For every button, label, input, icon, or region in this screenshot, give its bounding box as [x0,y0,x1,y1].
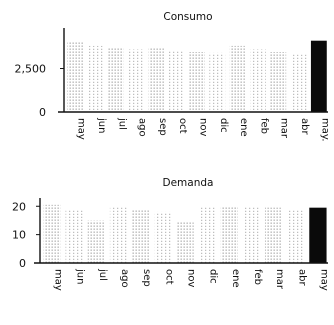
bar-consumo-5 [168,51,185,112]
bar-demanda-9 [242,206,261,263]
bar-consumo-0 [67,42,84,112]
bar-demanda-8 [220,206,238,263]
bar-consumo-4 [148,48,165,112]
x-tick-label-demanda-0: may [53,269,64,291]
chart-title-demanda: Demanda [163,177,214,189]
x-tick-label-consumo-6: nov [198,118,209,136]
bar-demanda-10 [264,207,283,263]
x-tick-label-demanda-2: jul [97,268,108,281]
x-tick-label-demanda-10: mar [274,269,285,290]
y-tick-label-consumo-1: 2,500 [15,63,47,76]
x-tick-label-demanda-12: may [318,269,329,291]
bar-consumo-6 [189,52,205,112]
bar-demanda-5 [154,211,172,263]
bar-demanda-3 [109,206,128,263]
bar-demanda-0 [43,204,61,263]
x-tick-label-consumo-7: dic [218,118,229,133]
y-tick-label-consumo-0: 0 [39,106,46,119]
bar-demanda-1 [65,209,83,263]
bar-consumo-3 [128,49,144,112]
bar-demanda-7 [198,206,216,263]
x-tick-label-consumo-3: ago [137,118,148,137]
x-tick-label-consumo-12: may. [319,118,330,142]
x-tick-label-consumo-10: mar [279,118,290,139]
bar-consumo-2 [107,47,124,112]
bar-consumo-10 [270,52,287,112]
x-tick-label-consumo-1: jun [96,117,107,133]
bar-demanda-11 [287,210,305,263]
x-tick-label-consumo-4: sep [157,118,168,136]
bar-consumo-8 [229,45,246,112]
x-tick-label-consumo-5: oct [177,118,188,134]
x-tick-label-consumo-11: abr [299,118,310,135]
chart-consumo: Consumo 0 2,500 may jun jul ago sep oct nov dic en… [15,11,331,142]
y-tick-label-demanda-2: 20 [12,200,26,213]
x-tick-label-demanda-11: abr [296,269,307,286]
bar-consumo-1 [87,45,104,112]
x-tick-label-demanda-4: sep [141,269,152,287]
x-tick-label-demanda-9: feb [252,269,263,285]
bar-demanda-12 [309,207,327,263]
bar-consumo-12 [310,40,327,113]
y-tick-label-demanda-0: 0 [19,257,26,270]
x-tick-label-demanda-8: ene [230,269,241,288]
bar-consumo-7 [209,52,226,112]
x-tick-label-consumo-8: ene [238,118,249,137]
bar-demanda-6 [176,221,194,263]
x-tick-label-demanda-3: ago [119,269,130,288]
x-tick-label-consumo-9: feb [258,118,269,134]
x-tick-label-demanda-6: nov [186,269,197,287]
bar-consumo-9 [250,49,266,112]
x-tick-label-consumo-2: jul [116,117,127,130]
bar-consumo-11 [290,54,307,112]
x-tick-label-demanda-7: dic [208,269,219,284]
x-tick-label-demanda-1: jun [75,268,86,284]
x-tick-label-demanda-5: oct [163,269,174,285]
chart-title-consumo: Consumo [163,11,212,23]
bar-demanda-2 [87,220,106,263]
bar-demanda-4 [132,210,150,263]
x-tick-label-consumo-0: may [76,118,87,140]
y-tick-label-demanda-1: 10 [12,229,26,242]
